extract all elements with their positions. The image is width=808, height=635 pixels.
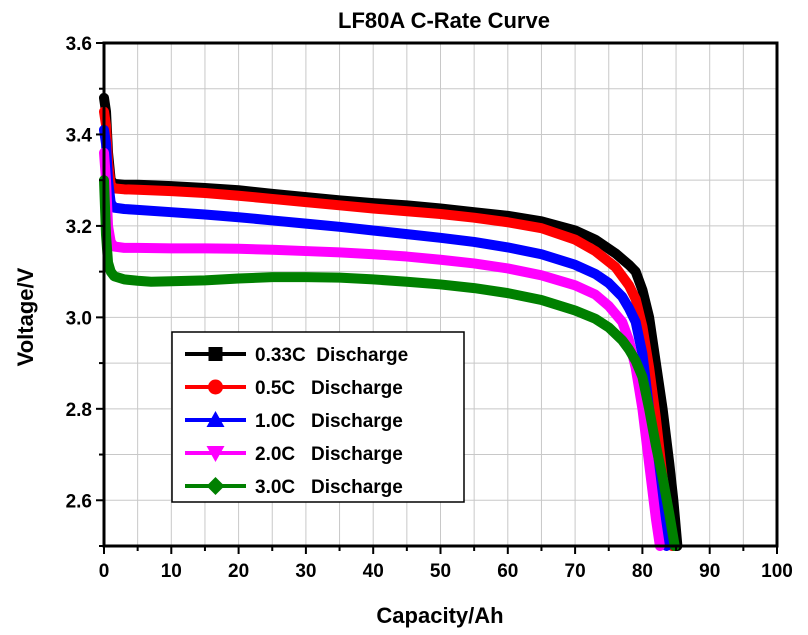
axis-ticks: 0 10 20 30 40 50 60 70 80 90 100 2.6 2.8 3.0 3.2 3.4 3.6 [66, 34, 793, 582]
x-tick-label: 0 [99, 561, 110, 582]
legend-marker-diamond [206, 477, 225, 495]
x-tick-label: 30 [295, 561, 316, 582]
x-tick-label: 90 [699, 561, 720, 582]
legend-marker-triangle-down [206, 446, 225, 462]
plot-series [99, 92, 683, 551]
legend-marker-circle [208, 379, 223, 395]
y-tick-label: 3.2 [66, 217, 92, 238]
x-tick-label: 10 [161, 561, 182, 582]
legend-label-2: 0.5C Discharge [255, 378, 403, 399]
x-tick-label: 40 [363, 561, 384, 582]
x-tick-label: 60 [497, 561, 518, 582]
y-tick-label: 2.8 [66, 400, 92, 421]
legend-label-4: 2.0C Discharge [255, 444, 403, 465]
x-tick-label: 50 [430, 561, 451, 582]
legend: 0.33C Discharge 0.5C Discharge 1.0C Discha… [171, 331, 465, 503]
series-line-2 [99, 106, 678, 551]
y-axis-label: Voltage/V [13, 267, 38, 366]
grid [104, 43, 777, 546]
legend-label-3: 1.0C Discharge [255, 411, 403, 432]
x-tick-label: 70 [565, 561, 586, 582]
legend-label-5: 3.0C Discharge [255, 477, 403, 498]
chart-title: LF80A C-Rate Curve [338, 8, 550, 33]
y-tick-label: 3.6 [66, 34, 92, 55]
legend-marker-triangle-up [206, 411, 225, 427]
x-tick-label: 20 [228, 561, 249, 582]
legend-label-1: 0.33C Discharge [255, 345, 408, 366]
x-tick-label: 100 [761, 561, 793, 582]
x-tick-label: 80 [632, 561, 653, 582]
y-tick-label: 3.4 [66, 125, 93, 146]
series-line-3 [99, 124, 672, 551]
legend-marker-square [208, 347, 223, 361]
x-axis-label: Capacity/Ah [376, 603, 503, 628]
series-line-5 [99, 175, 680, 551]
y-tick-label: 2.6 [66, 491, 92, 512]
y-tick-label: 3.0 [66, 308, 92, 329]
